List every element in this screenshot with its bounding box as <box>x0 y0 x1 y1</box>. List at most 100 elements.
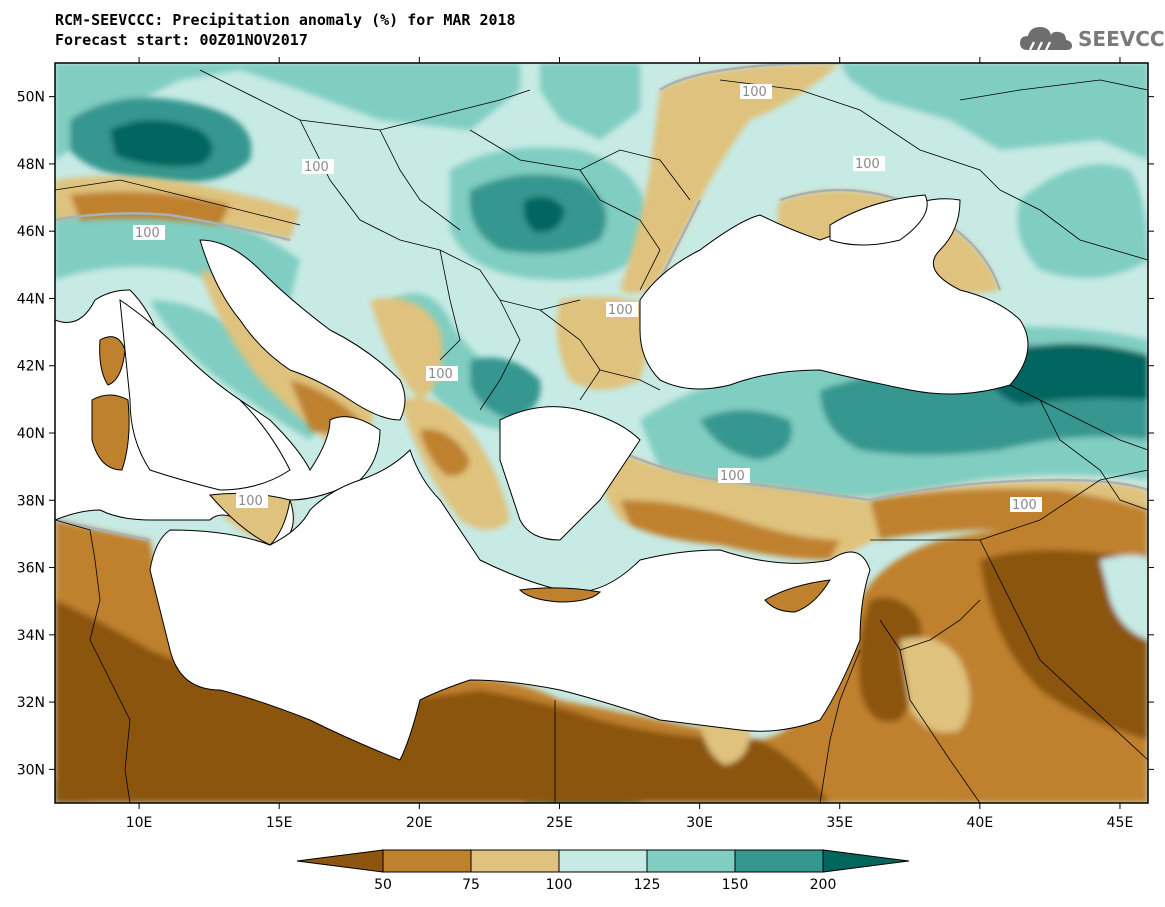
y-tick-label: 42N <box>17 359 45 375</box>
colorbar-swatch <box>734 849 824 873</box>
aegean-sea <box>499 406 641 541</box>
contour-label: 100 <box>855 157 880 172</box>
field-patch <box>620 500 840 560</box>
field-patch <box>700 410 792 460</box>
border <box>899 649 981 803</box>
border <box>599 369 661 391</box>
border <box>479 299 521 411</box>
x-tick-label: 45E <box>1107 815 1134 831</box>
border <box>439 249 461 361</box>
contour-label: 100 <box>1012 498 1037 513</box>
field-patch <box>620 63 840 294</box>
crimea <box>829 194 928 246</box>
border <box>539 309 601 401</box>
field-patch <box>420 429 470 476</box>
x-tick-label: 20E <box>406 815 433 831</box>
border <box>1039 399 1148 511</box>
field-patch <box>858 597 923 722</box>
y-axis: 30N 32N 34N 36N 38N 40N 42N 44N 46N 48N 50N <box>17 90 1154 778</box>
y-tick-label: 40N <box>17 426 45 442</box>
title-line-1: RCM-SEEVCCC: Precipitation anomaly (%) f… <box>55 11 516 29</box>
title-line-2: Forecast start: 00Z01NOV2017 <box>55 31 308 49</box>
field-patch <box>470 357 541 420</box>
x-tick-label: 10E <box>126 815 153 831</box>
field-patch <box>540 63 640 140</box>
contour-label: 100 <box>720 469 745 484</box>
colorbar-label: 50 <box>374 877 392 893</box>
border <box>379 129 461 231</box>
cloud-rain-icon <box>1020 27 1072 51</box>
border <box>1009 384 1148 451</box>
y-tick-label: 34N <box>17 628 45 644</box>
border <box>55 179 301 226</box>
seas <box>55 198 1029 761</box>
y-tick-label: 36N <box>17 561 45 577</box>
tyrrhenian-sea <box>119 298 291 491</box>
colorbar-swatch <box>296 849 384 873</box>
contour-label: 100 <box>608 303 633 318</box>
x-axis: 10E 15E 20E 25E 30E 35E 40E 45E <box>126 57 1134 831</box>
x-tick-label: 25E <box>546 815 573 831</box>
border <box>89 559 131 803</box>
contour-100 <box>599 438 1148 502</box>
colorbar-label: 125 <box>634 877 661 893</box>
contour-100 <box>658 199 702 281</box>
contour-labels: 100 100 100 100 100 100 100 100 100 <box>133 84 1042 513</box>
colorbar-swatch <box>646 849 736 873</box>
field-patch <box>70 191 230 225</box>
seevccc-logo: SEEVCCC <box>1018 22 1165 56</box>
border <box>870 469 1148 541</box>
field-patch <box>55 63 520 160</box>
crete <box>518 587 602 603</box>
colorbar-swatch <box>822 849 910 873</box>
x-tick-label: 35E <box>826 815 853 831</box>
y-tick-label: 38N <box>17 493 45 509</box>
border <box>999 189 1148 261</box>
x-tick-label: 30E <box>686 815 713 831</box>
field-patch <box>840 63 1148 160</box>
black-sea <box>639 198 1029 395</box>
colorbar-label: 150 <box>722 877 749 893</box>
colorbar-swatch <box>382 849 472 873</box>
border <box>819 649 861 803</box>
y-tick-label: 50N <box>17 90 45 106</box>
colorbar-swatch <box>558 849 648 873</box>
map-field: 100 100 100 100 100 100 100 100 100 <box>55 63 1148 803</box>
colorbar-label: 100 <box>546 877 573 893</box>
colorbar-label: 75 <box>462 877 480 893</box>
field-patch <box>1100 555 1148 640</box>
border <box>55 519 96 561</box>
colorbar-swatch <box>470 849 560 873</box>
contour-label: 100 <box>742 85 767 100</box>
field-patch <box>556 296 660 390</box>
field-patch <box>370 298 443 400</box>
border <box>979 539 1148 761</box>
sardinia <box>91 394 130 471</box>
contour-100 <box>55 212 291 242</box>
x-tick-label: 40E <box>967 815 994 831</box>
border <box>579 169 661 291</box>
field-patch <box>150 300 330 440</box>
y-tick-label: 32N <box>17 695 45 711</box>
contour-label: 100 <box>238 494 263 509</box>
border <box>959 79 1148 101</box>
contour-100 <box>55 518 151 542</box>
y-tick-label: 30N <box>17 762 45 778</box>
border <box>879 599 981 651</box>
field-patch <box>110 120 213 167</box>
contour-label: 100 <box>428 367 453 382</box>
border <box>469 129 691 201</box>
y-tick-label: 46N <box>17 224 45 240</box>
field-patch <box>1017 164 1148 278</box>
contour-label: 100 <box>135 226 160 241</box>
field-patch <box>55 600 830 803</box>
colorbar: 50 75 100 125 150 200 <box>296 849 910 893</box>
field-patch <box>980 550 1148 740</box>
x-tick-label: 15E <box>266 815 293 831</box>
field-patch <box>523 196 565 233</box>
islands <box>91 194 928 613</box>
y-tick-label: 44N <box>17 291 45 307</box>
colorbar-label: 200 <box>810 877 837 893</box>
field-patch <box>900 637 970 733</box>
